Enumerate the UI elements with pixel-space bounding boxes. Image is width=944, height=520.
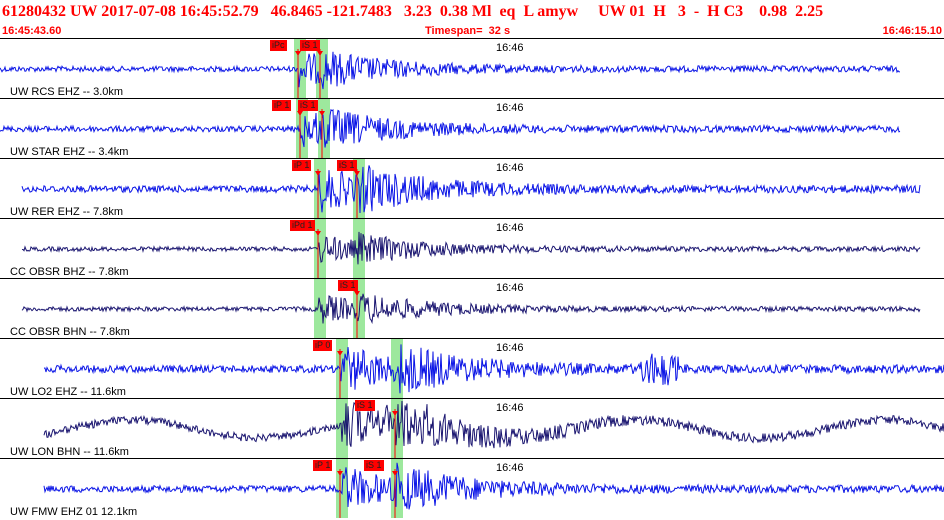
channel-label: UW STAR EHZ -- 3.4km (10, 146, 129, 158)
waveform-panel[interactable]: 16:46 CC OBSR BHZ -- 7.8km iPd 1 (0, 218, 944, 278)
s-pick-label[interactable]: iS 1 (300, 40, 320, 51)
waveform-panel[interactable]: 16:46 UW STAR EHZ -- 3.4km iP 1 iS 1 (0, 98, 944, 158)
seismic-trace (43, 400, 944, 449)
p-pick-label[interactable]: iPc (270, 40, 287, 51)
p-pick-label[interactable]: iP 1 (292, 160, 312, 171)
end-time: 16:46:15.10 (882, 25, 942, 37)
waveform-plot (43, 339, 944, 398)
pick-arrow-icon (315, 231, 321, 236)
waveform-panel[interactable]: 16:46 UW LO2 EHZ -- 11.6km iP 0 (0, 338, 944, 398)
time-mark: 16:46 (496, 42, 524, 54)
s-pick-label[interactable]: iS 1 (337, 160, 357, 171)
time-mark: 16:46 (496, 342, 524, 354)
waveform-panel[interactable]: 16:46 CC OBSR BHN -- 7.8km iS 1 (0, 278, 944, 338)
time-mark: 16:46 (496, 402, 524, 414)
pick-arrow-icon (354, 291, 360, 296)
pick-arrow-icon (297, 111, 303, 116)
channel-label: CC OBSR BHN -- 7.8km (10, 326, 130, 338)
pick-arrow-icon (392, 471, 398, 476)
time-mark: 16:46 (496, 462, 524, 474)
seismic-trace (0, 108, 901, 148)
time-mark: 16:46 (496, 102, 524, 114)
s-window (353, 219, 365, 278)
p-pick-label[interactable]: iP 1 (313, 460, 333, 471)
header-bar: 61280432 UW 2017-07-08 16:45:52.79 46.84… (0, 0, 944, 38)
waveform-plot (43, 399, 944, 458)
event-title: 61280432 UW 2017-07-08 16:45:52.79 46.84… (2, 3, 824, 20)
channel-label: UW RER EHZ -- 7.8km (10, 206, 124, 218)
s-pick-label[interactable]: iS 1 (364, 460, 384, 471)
pick-arrow-icon (317, 51, 323, 56)
seismic-trace (21, 231, 921, 265)
s-pick-label[interactable]: iS 1 (355, 400, 375, 411)
s-pick-label[interactable]: iS 1 (298, 100, 318, 111)
pick-arrow-icon (315, 171, 321, 176)
pick-arrow-icon (392, 411, 398, 416)
pick-arrow-icon (319, 111, 325, 116)
p-pick-label[interactable]: iP 1 (272, 100, 292, 111)
timespan-label: Timespan= 32 s (425, 25, 511, 37)
time-mark: 16:46 (496, 162, 524, 174)
p-pick-label[interactable]: iPd 1 (290, 220, 315, 231)
channel-label: UW LON BHN -- 11.6km (10, 446, 129, 458)
seismic-trace (43, 344, 944, 394)
waveform-panel[interactable]: 16:46 UW FMW EHZ 01 12.1km iP 1 iS 1 (0, 458, 944, 518)
waveform-plot (21, 159, 921, 218)
pick-arrow-icon (354, 171, 360, 176)
channel-label: UW FMW EHZ 01 12.1km (10, 506, 138, 518)
pick-arrow-icon (337, 471, 343, 476)
seismic-trace (43, 462, 944, 510)
waveform-plot (0, 39, 901, 98)
waveform-panel[interactable]: 16:46 UW RCS EHZ -- 3.0km iPc iS 1 (0, 38, 944, 98)
p-pick-label[interactable]: iP 0 (313, 340, 333, 351)
waveform-plot (43, 459, 944, 518)
pick-arrow-icon (295, 51, 301, 56)
seismic-trace (21, 293, 921, 325)
pick-arrow-icon (337, 351, 343, 356)
channel-label: UW RCS EHZ -- 3.0km (10, 86, 124, 98)
seismic-trace (21, 165, 921, 214)
p-window (314, 219, 326, 278)
channel-label: CC OBSR BHZ -- 7.8km (10, 266, 129, 278)
waveform-plot (0, 99, 901, 158)
waveform-plot (21, 219, 921, 278)
time-mark: 16:46 (496, 282, 524, 294)
s-pick-label[interactable]: iS 1 (338, 280, 358, 291)
waveform-panel[interactable]: 16:46 UW LON BHN -- 11.6km iS 1 (0, 398, 944, 458)
waveform-panels: 16:46 UW RCS EHZ -- 3.0km iPc iS 1 16:46 … (0, 38, 944, 520)
time-mark: 16:46 (496, 222, 524, 234)
waveform-panel[interactable]: 16:46 UW RER EHZ -- 7.8km iP 1 iS 1 (0, 158, 944, 218)
start-time: 16:45:43.60 (2, 25, 62, 37)
p-window (336, 399, 348, 458)
waveform-plot (21, 279, 921, 338)
seismic-trace (0, 51, 901, 90)
channel-label: UW LO2 EHZ -- 11.6km (10, 386, 126, 398)
